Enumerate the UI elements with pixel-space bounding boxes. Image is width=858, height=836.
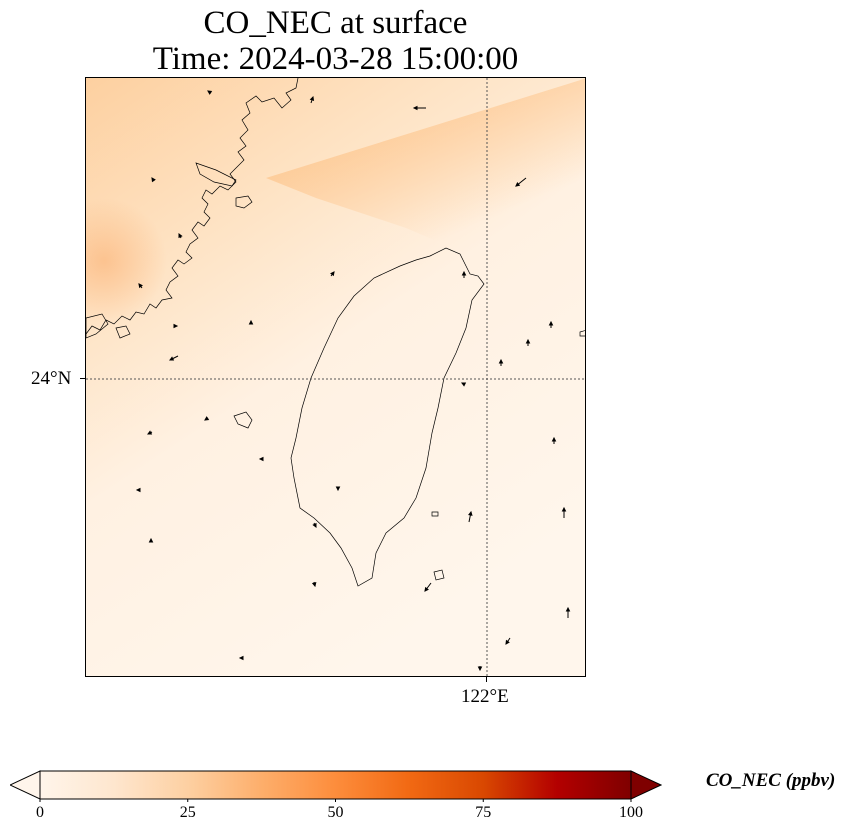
latitude-tick [80,378,85,379]
colorbar-tick-label: 100 [619,804,643,821]
wind-arrowhead [525,338,531,344]
wind-arrowhead [178,232,183,239]
wind-arrowhead [468,510,473,516]
mainland-coastline [86,78,299,335]
wind-arrowhead [258,456,264,462]
wind-arrowhead [238,655,244,661]
wind-arrowhead [207,90,213,95]
colorbar-tick-label: 0 [36,804,44,821]
wind-arrowhead [204,416,210,421]
island-coastline [195,162,237,187]
wind-arrowhead [173,323,179,329]
wind-arrowhead [498,358,504,364]
island-coastline [235,195,253,209]
island-coastline [433,569,445,581]
map-canvas [86,78,585,676]
wind-arrowhead [135,487,141,493]
plot-title-line1: CO_NEC at surface [203,5,468,41]
wind-arrowhead [335,486,341,492]
island-coastline [233,411,253,429]
wind-arrowhead [515,182,521,187]
longitude-tick [486,677,487,682]
colorbar-label: CO_NEC (ppbv) [706,770,836,791]
wind-arrowhead [312,522,317,528]
wind-arrowhead [151,177,156,183]
colorbar-tick-label: 50 [327,804,344,821]
wind-arrowhead [505,639,510,645]
colorbar-tick-label: 25 [179,804,196,821]
wind-arrowhead [309,95,315,102]
wind-arrowhead [424,586,429,592]
island-coastline [115,325,131,339]
colorbar [10,770,662,802]
colorbar-tick-label: 75 [475,804,492,821]
wind-arrowhead [330,271,335,277]
wind-vectors [135,90,571,672]
island-coastline [431,511,439,517]
wind-arrowhead [311,582,317,588]
colorbar-extend-low [10,770,41,800]
colorbar-extend-high [630,770,662,800]
wind-arrowhead [548,320,554,326]
wind-arrowhead [138,283,143,289]
colorbar-gradient [39,770,632,800]
wind-arrowhead [565,606,571,612]
wind-arrowhead [461,382,467,387]
island-coastline [86,313,109,339]
island-coastline [579,330,585,337]
concentration-plume [266,78,585,293]
wind-arrowhead [477,666,483,672]
map-panel [85,77,586,677]
taiwan-coastline [290,247,485,587]
wind-arrowhead [412,105,418,111]
longitude-label: 122°E [461,686,509,707]
plot-title-line2: Time: 2024-03-28 15:00:00 [152,41,519,77]
wind-arrowhead [561,506,567,512]
latitude-label: 24°N [31,368,72,389]
wind-arrowhead [148,537,154,543]
wind-arrowhead [147,430,153,435]
coastal-concentration [86,198,266,378]
wind-arrowhead [551,436,557,442]
wind-arrowhead [248,319,254,325]
wind-arrowhead [169,356,175,361]
wind-arrowhead [461,270,467,276]
